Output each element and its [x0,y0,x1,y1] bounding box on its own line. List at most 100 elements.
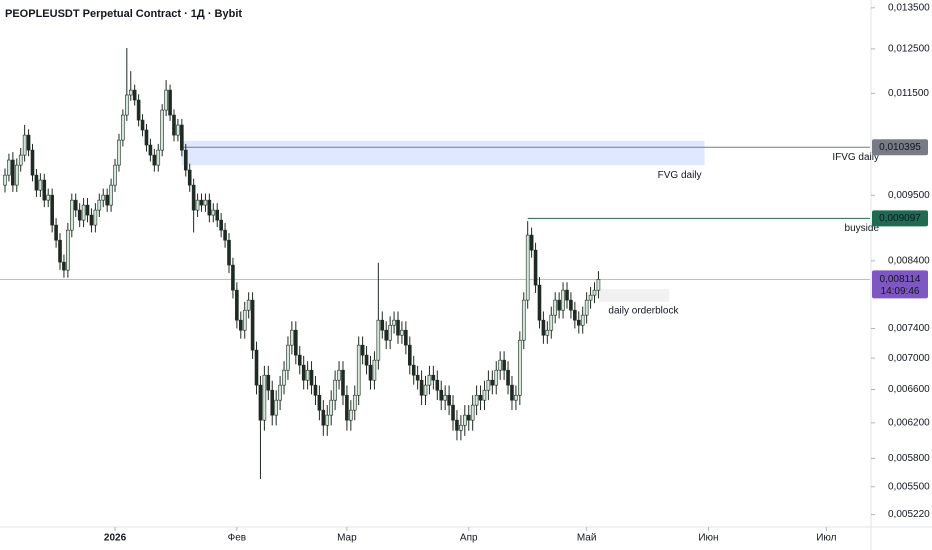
candle-body [93,209,98,226]
candle-body [85,204,90,216]
candle-body [427,374,432,386]
candle-body [144,129,149,146]
candle-body [494,369,499,386]
price-badge-label: 0,009097 [879,213,921,224]
candle-body [199,199,204,206]
candle-body [191,184,196,211]
candle-body [384,329,389,341]
candle-body [447,394,451,406]
candle-body [372,359,377,381]
candle-body [364,354,369,366]
candle-body [109,184,113,206]
y-tick-label: 0,009500 [888,190,930,201]
candle-body [176,124,180,136]
candle-body [215,209,220,221]
current-price-badge [872,270,928,299]
candle-body [160,109,164,151]
candle-body [34,174,39,191]
y-tick-label: 0,007000 [888,353,930,364]
candle-body [329,399,333,416]
candle-body [136,99,141,121]
candle-body [22,134,27,156]
candle-body [117,139,121,166]
candle-body [341,369,345,396]
candle-body [553,299,558,316]
candle-body [156,149,161,166]
candle-body [11,159,15,186]
candle-body [148,144,153,156]
candle-body [411,364,416,376]
candle-body [419,379,424,396]
candle-body [274,399,278,416]
candle-body [459,424,463,431]
candle-body [164,89,168,111]
candle-body [38,179,43,191]
candle-body [439,389,444,401]
candle-body [282,369,286,386]
candle-body [168,89,172,116]
candle-body [294,329,298,356]
candle-body [502,359,506,371]
candle-body [561,289,565,311]
candle-body [66,229,70,271]
y-tick-label: 0,012500 [888,44,930,55]
candle-body [478,394,483,401]
candle-body [588,294,593,301]
candle-body [514,394,518,401]
candle-body [592,289,597,296]
candle-body [349,409,353,421]
candle-body [565,289,569,301]
candle-body [580,314,585,326]
candle-body [415,374,420,381]
candle-body [50,194,54,226]
x-tick-label: Мар [337,533,357,544]
candle-body [254,349,259,386]
candle-body [545,329,550,336]
zone-label: daily orderblock [608,305,679,316]
candle-body [223,229,227,241]
countdown-label: 14:09:46 [881,286,920,297]
level-label: buyside [845,223,880,234]
candle-body [250,299,255,351]
candle-body [392,319,396,326]
candle-body [301,364,306,381]
candle-body [286,344,290,371]
current-price-label: 0,008114 [880,274,921,285]
candle-body [242,309,247,331]
chart-title: PEOPLEUSDT Perpetual Contract · 1Д · Byb… [5,8,242,20]
candle-body [521,299,526,341]
candle-body [121,114,125,141]
x-tick-label: Июл [816,533,836,544]
candle-body [321,409,326,426]
candle-body [7,159,11,176]
y-tick-label: 0,006200 [888,417,930,428]
candle-body [187,169,192,186]
candle-body [30,149,35,176]
candle-body [105,194,109,206]
candle-body [474,394,479,406]
candle-body [18,154,23,166]
candle-body [529,234,534,251]
candle-body [89,214,94,226]
y-tick-label: 0,005500 [888,481,930,492]
candle-body [305,369,310,381]
candle-body [238,319,243,331]
x-tick-label: Апр [460,533,478,544]
candle-body [337,369,341,381]
zone [181,140,705,166]
candle-body [70,199,74,231]
candle-body [132,89,137,101]
candle-body [172,114,176,136]
zone [598,288,670,302]
candle-body [557,299,561,311]
candle-body [388,324,392,341]
candle-body [486,379,491,391]
candle-body [466,414,471,421]
candle-body [46,194,51,201]
y-tick-label: 0,008400 [888,256,930,267]
candle-body [352,394,357,411]
x-tick-label: 2026 [104,533,127,544]
candle-body [278,384,282,401]
